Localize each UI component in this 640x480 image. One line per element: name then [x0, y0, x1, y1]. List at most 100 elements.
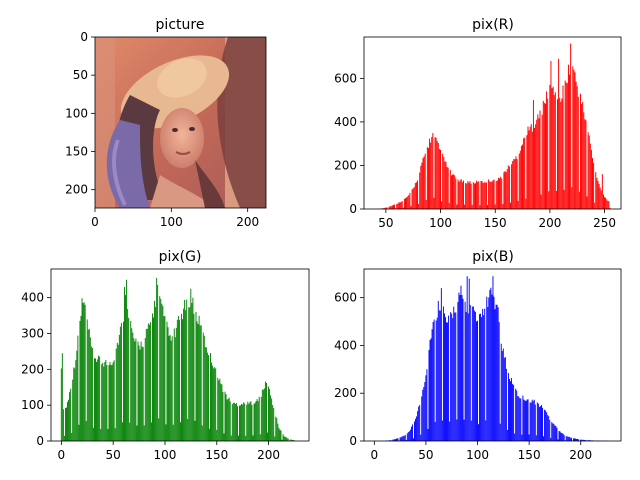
- histogram-bar: [403, 435, 405, 441]
- histogram-bar: [234, 403, 236, 441]
- histogram-bar: [555, 190, 557, 209]
- histogram-bar: [446, 322, 447, 441]
- histogram-bar: [141, 346, 143, 441]
- histogram-bar: [206, 352, 208, 441]
- histogram-bar: [289, 439, 291, 441]
- histogram-bar: [78, 424, 80, 441]
- histogram-bar: [440, 149, 441, 209]
- histogram-bar: [422, 389, 424, 441]
- histogram-bar: [400, 437, 402, 441]
- histogram-bar: [453, 174, 455, 209]
- histogram-bar: [197, 323, 199, 441]
- histogram-bar: [436, 141, 438, 209]
- histogram-bar: [398, 202, 400, 209]
- histogram-bar: [441, 420, 443, 441]
- histogram-bar: [448, 315, 450, 441]
- histogram-bar: [528, 130, 530, 209]
- histogram-bar: [576, 86, 578, 209]
- histogram-bar: [535, 124, 537, 209]
- histogram-bar: [139, 349, 141, 441]
- histogram-bar: [246, 404, 248, 441]
- histogram-bar: [537, 114, 539, 209]
- histogram-bar: [435, 320, 437, 441]
- histogram-bar: [110, 365, 112, 441]
- histogram-bar: [457, 302, 459, 441]
- histogram-bar: [74, 368, 76, 441]
- histogram-bar: [69, 392, 71, 441]
- histogram-bar: [272, 405, 274, 441]
- histogram-bar: [121, 422, 123, 441]
- histogram-bar: [105, 360, 107, 441]
- histogram-bar: [152, 313, 153, 441]
- histogram-bar: [503, 357, 505, 441]
- histogram-bar: [123, 321, 124, 441]
- histogram-bar: [510, 202, 511, 209]
- histogram-bar: [185, 310, 187, 441]
- histogram-bar: [219, 378, 221, 441]
- histogram-bar: [190, 288, 192, 441]
- histogram-bar: [66, 407, 67, 441]
- histogram-bar: [215, 368, 217, 441]
- histogram-bar: [505, 172, 507, 209]
- histogram-bar: [525, 401, 527, 441]
- histogram-bar: [494, 309, 496, 441]
- histogram-bar: [544, 409, 546, 441]
- histogram-bar: [503, 172, 505, 209]
- histogram-bar: [126, 279, 128, 441]
- histogram-bar: [504, 170, 506, 209]
- histogram-bar: [99, 356, 101, 441]
- histogram-bar: [112, 362, 114, 441]
- histogram-bar: [511, 164, 513, 209]
- x-tick-label: 150: [518, 448, 541, 462]
- histogram-bar: [608, 201, 610, 209]
- histogram-bar: [424, 382, 426, 441]
- histogram-bar: [504, 357, 506, 441]
- histogram-bar: [125, 295, 127, 441]
- histogram-bar: [407, 196, 409, 209]
- histogram-bar: [150, 422, 152, 441]
- histogram-bar: [92, 427, 94, 441]
- histogram-bar: [249, 402, 251, 441]
- histogram-bar: [500, 176, 502, 209]
- histogram-bar: [184, 299, 186, 441]
- histogram-bar: [513, 159, 515, 209]
- histogram-bar: [262, 389, 264, 441]
- histogram-bar: [161, 303, 163, 441]
- histogram-bar: [443, 313, 445, 441]
- histogram-bar: [251, 405, 253, 441]
- histogram-bar: [264, 381, 266, 441]
- histogram-bar: [579, 93, 581, 209]
- histogram-bar: [204, 347, 206, 441]
- histogram-bar: [68, 399, 70, 441]
- histogram-bar: [290, 439, 292, 441]
- histogram-bar: [606, 199, 608, 209]
- histogram-bar: [109, 362, 111, 441]
- histogram-bar: [248, 403, 250, 441]
- histogram-bar: [136, 425, 138, 441]
- histogram-bar: [578, 439, 580, 441]
- histogram-bar: [598, 183, 600, 209]
- histogram-bar: [450, 175, 452, 209]
- histogram-bar: [548, 416, 550, 441]
- histogram-bar: [538, 406, 540, 441]
- histogram-bar: [474, 311, 476, 441]
- histogram-bar: [442, 306, 444, 441]
- histogram-bar: [167, 327, 169, 441]
- histogram-bar: [475, 183, 476, 209]
- x-tick-label: 100: [154, 448, 177, 462]
- histogram-bar: [560, 432, 562, 441]
- histogram-bar: [174, 337, 176, 441]
- histogram-bar: [227, 398, 229, 441]
- histogram-bar: [607, 200, 609, 209]
- histogram-bar: [582, 439, 584, 441]
- histogram-bar: [461, 182, 463, 209]
- histogram-bar: [460, 285, 462, 441]
- histogram-bar: [465, 183, 467, 209]
- histogram-bar: [605, 197, 607, 209]
- histogram-bar: [559, 97, 561, 209]
- histogram-bar: [231, 404, 233, 441]
- histogram-bar: [401, 201, 403, 209]
- histogram-bar: [546, 91, 548, 209]
- histogram-bar: [103, 366, 105, 441]
- x-tick-label: 50: [418, 448, 433, 462]
